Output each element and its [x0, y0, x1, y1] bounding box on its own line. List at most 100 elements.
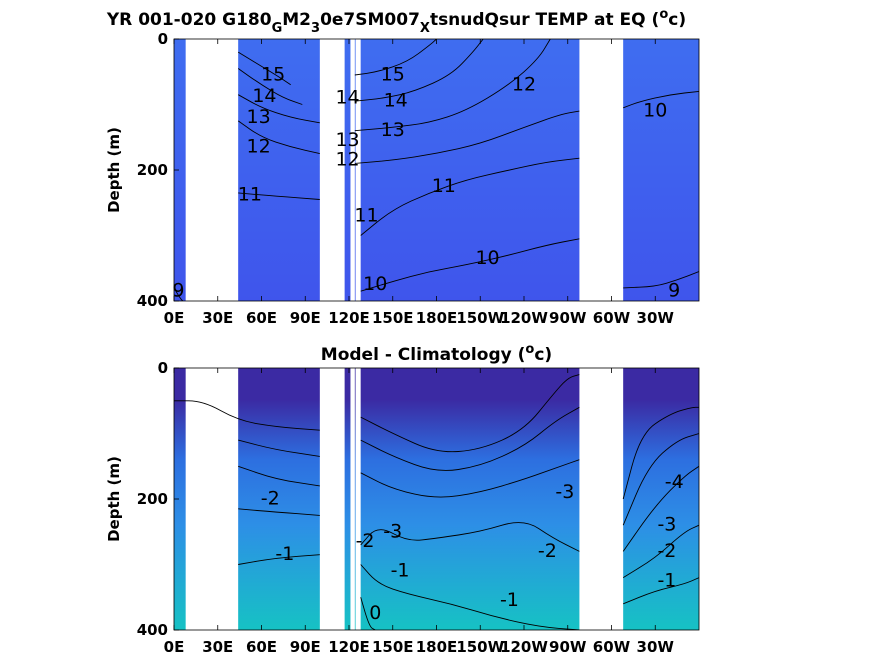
contour-13 — [237, 94, 320, 124]
contour-12 — [237, 120, 320, 155]
y-tick-label: 0 — [158, 30, 168, 48]
contour-label: -2 — [657, 540, 676, 562]
contour-0 — [360, 597, 376, 630]
contour--1 — [238, 554, 320, 565]
contour-12 — [354, 110, 580, 164]
title-part: YR 001-020 G180 — [106, 10, 272, 30]
contour-label: 11 — [238, 183, 262, 205]
title-part: X — [420, 21, 430, 36]
contour-label: 10 — [643, 100, 667, 122]
contour-label: 10 — [363, 273, 387, 295]
contour-labels: -2 -1 -3 -2 -1 0 -2 -1 -3 -4 -3 -2 -1 — [261, 471, 684, 624]
contour--2 — [622, 524, 699, 578]
contour-label: 14 — [252, 85, 276, 107]
contour-label: -2 — [356, 530, 375, 552]
x-tick-label: 90E — [290, 638, 321, 656]
contour-label: 13 — [381, 119, 405, 141]
land-gaps — [185, 39, 624, 301]
title-part: o — [659, 7, 668, 22]
contour-15 — [354, 39, 437, 76]
contour-label: -3 — [555, 481, 574, 503]
contour--1 — [360, 564, 580, 630]
contour-label: 13 — [335, 129, 359, 151]
land-gap — [185, 368, 239, 630]
x-tick-label: 60W — [593, 309, 631, 327]
y-tick-label: 400 — [137, 292, 168, 310]
contour--5 — [622, 406, 699, 500]
contour-label: -3 — [657, 514, 676, 536]
contour-label: 15 — [381, 64, 405, 86]
panel-top-title: YR 001-020 G180GM230e7SM007XtsnudQsur TE… — [106, 7, 686, 36]
contour-label: 12 — [512, 73, 536, 95]
title-part: c) — [668, 10, 686, 30]
x-tick-label: 30W — [637, 638, 675, 656]
contour-label: -1 — [657, 569, 676, 591]
title-part: tsnudQsur TEMP at EQ ( — [430, 10, 659, 30]
x-tick-label: 90W — [549, 309, 587, 327]
contour-label: 11 — [432, 175, 456, 197]
x-tick-label: 60W — [593, 638, 631, 656]
y-axis-label: Depth (m) — [105, 456, 123, 542]
contour-14 — [354, 39, 484, 102]
x-tick-label: 0E — [164, 309, 185, 327]
x-tick-label: 150W — [456, 309, 504, 327]
contour-label: 9 — [172, 280, 184, 302]
contour-label: -3 — [383, 520, 402, 542]
contour-11 — [360, 157, 580, 236]
x-tick-label: 30E — [202, 309, 233, 327]
title-part: M2 — [282, 10, 311, 30]
y-tick-label: 0 — [158, 359, 168, 377]
title-part: Model - Climatology ( — [321, 345, 526, 365]
land-gap — [579, 368, 624, 630]
land-gap — [355, 39, 361, 301]
x-tick-label: 90E — [290, 309, 321, 327]
contour--3 — [238, 465, 320, 487]
contour-label: 12 — [335, 149, 359, 171]
contour-lines — [174, 374, 699, 630]
contour-label: 10 — [475, 247, 499, 269]
contour--5 — [174, 400, 320, 431]
land-gap — [355, 368, 361, 630]
contour--1 — [623, 577, 699, 605]
contour--3 — [622, 465, 699, 552]
x-tick-label: 120W — [500, 309, 548, 327]
y-tick-label: 400 — [137, 621, 168, 639]
contour-10 — [623, 90, 699, 109]
contour--3 — [360, 459, 580, 498]
contour-label: -1 — [275, 543, 294, 565]
x-tick-label: 150E — [372, 309, 414, 327]
x-tick-label: 60E — [246, 309, 277, 327]
x-tick-label: 30E — [202, 638, 233, 656]
x-tick-label: 30W — [637, 309, 675, 327]
contour--4 — [360, 406, 580, 471]
y-tick-label: 200 — [137, 490, 168, 508]
contour-13 — [354, 39, 551, 132]
x-tick-label: 120W — [500, 638, 548, 656]
land-gap — [350, 368, 355, 630]
contour-9 — [623, 271, 699, 289]
title-part: o — [525, 342, 534, 357]
y-axis-label: Depth (m) — [105, 127, 123, 213]
x-tick-label: 150W — [456, 638, 504, 656]
contour-10 — [360, 238, 580, 292]
y-ticks: 0 200 400 — [137, 359, 179, 639]
y-tick-label: 200 — [137, 161, 168, 179]
contour-label: -1 — [500, 589, 519, 611]
contour--2 — [238, 508, 320, 516]
contour-11 — [238, 192, 320, 200]
land-gap — [319, 368, 345, 630]
contour-label: -1 — [391, 560, 410, 582]
land-gap — [579, 39, 624, 301]
contour--4 — [622, 433, 699, 526]
contour-label: 14 — [384, 90, 408, 112]
contour-14 — [237, 68, 303, 105]
land-gap — [319, 39, 345, 301]
title-part: c) — [534, 345, 552, 365]
x-tick-label: 90W — [549, 638, 587, 656]
contour-lines — [174, 39, 699, 301]
x-tick-label: 180E — [416, 309, 458, 327]
contour-label: 11 — [354, 204, 378, 226]
